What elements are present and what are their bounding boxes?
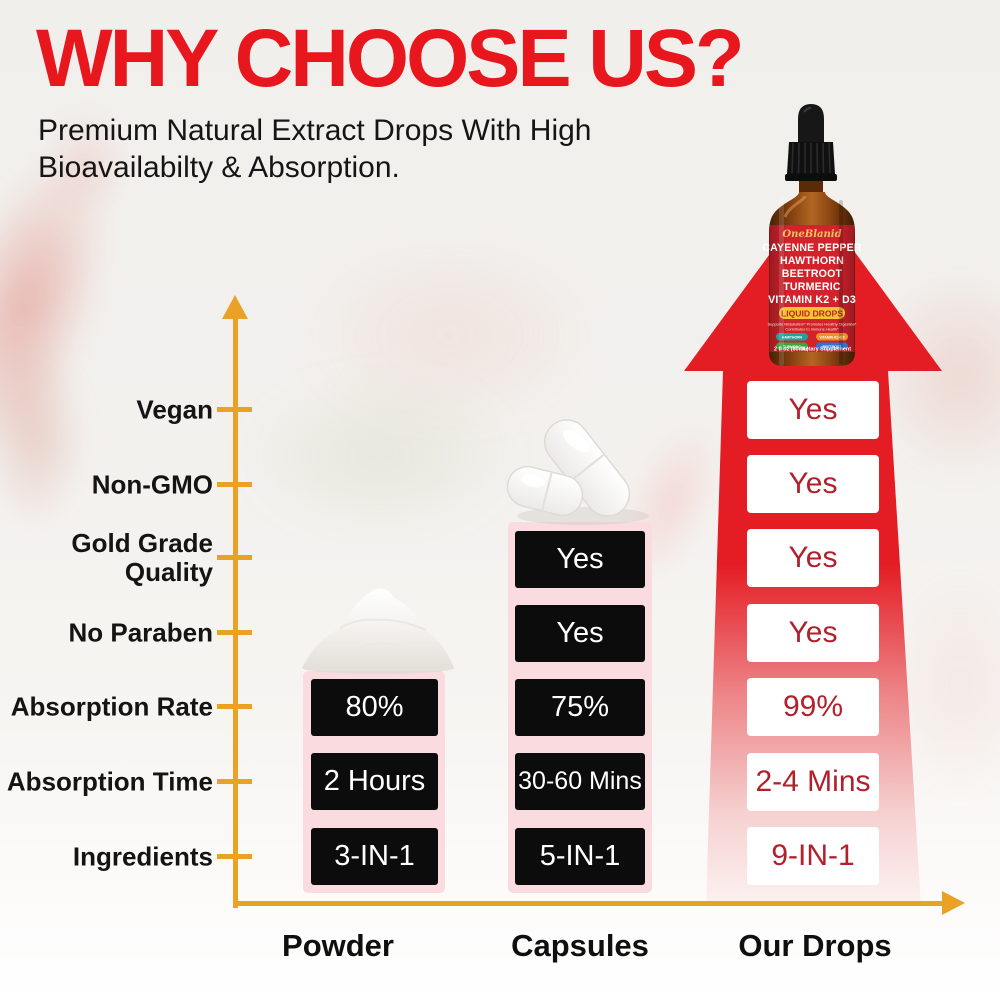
pepper-blur-shape: [0, 340, 85, 530]
axis-tick: [217, 704, 252, 709]
row-label-vegan: Vegan: [136, 394, 213, 425]
axis-tick: [217, 555, 252, 560]
page-title: WHY CHOOSE US?: [36, 13, 745, 104]
powder-ingredients-value: 3-IN-1: [311, 828, 438, 885]
drops-no-paraben-value: Yes: [747, 604, 879, 662]
axis-tick: [217, 630, 252, 635]
capsules-ingredients-value: 5-IN-1: [515, 828, 645, 885]
leaf-blur-shape: [240, 370, 520, 540]
capsules-no-paraben-value: Yes: [515, 605, 645, 662]
product-name-line: HAWTHORN: [780, 255, 844, 267]
drops-non-gmo-value: Yes: [747, 455, 879, 513]
powder-absorption-time-value: 2 Hours: [311, 753, 438, 810]
y-axis-line: [233, 314, 238, 908]
powder-absorption-rate-value: 80%: [311, 679, 438, 736]
pepper-blur-shape: [300, 240, 600, 430]
claims-text: Supports Metabolism* Promotes Healthy Di…: [768, 322, 857, 327]
capsules-image: [506, 419, 649, 525]
axis-tick: [217, 482, 252, 487]
x-axis-line: [233, 901, 945, 906]
product-name-line: CAYENNE PEPPER: [762, 242, 862, 254]
column-label-our-drops: Our Drops: [738, 928, 892, 963]
row-label-gold-grade-quality: Gold Grade Quality: [71, 528, 213, 587]
dropper-bulb: [798, 104, 824, 142]
product-name-line: BEETROOT: [782, 268, 843, 280]
row-label-ingredients: Ingredients: [72, 841, 213, 872]
drops-absorption-time-value: 2-4 Mins: [747, 753, 879, 811]
ingredient-badge: VITAMIN K2+D3: [819, 335, 844, 339]
axis-tick: [217, 854, 252, 859]
drops-ingredients-value: 9-IN-1: [747, 827, 879, 885]
capsules-absorption-rate-value: 75%: [515, 679, 645, 736]
drops-gold-grade-value: Yes: [747, 529, 879, 587]
brand-name: OneBlanid: [782, 229, 841, 240]
product-bottle-image: OneBlanid CAYENNE PEPPER HAWTHORN BEETRO…: [762, 104, 862, 366]
column-label-capsules: Capsules: [511, 928, 649, 963]
drops-vegan-value: Yes: [747, 381, 879, 439]
drops-absorption-rate-value: 99%: [747, 678, 879, 736]
row-label-no-paraben: No Paraben: [68, 617, 214, 648]
axis-tick: [217, 407, 252, 412]
y-axis-arrowhead-icon: [222, 295, 248, 319]
ingredient-badge: HAWTHORN: [782, 335, 803, 339]
product-name-line: TURMERIC: [783, 281, 841, 293]
capsules-absorption-time-value: 30-60 Mins: [515, 753, 645, 810]
product-name-line: VITAMIN K2 + D3: [768, 294, 856, 306]
column-label-powder: Powder: [282, 928, 394, 963]
capsules-gold-grade-value: Yes: [515, 531, 645, 588]
page-subtitle: Premium Natural Extract Drops With High …: [38, 114, 592, 184]
row-label-non-gmo: Non-GMO: [91, 469, 213, 500]
row-label-absorption-time: Absorption Time: [6, 766, 213, 797]
axis-tick: [217, 779, 252, 784]
liquid-drops-banner: LIQUID DROPS: [781, 309, 843, 319]
bottle-size-text: 2 fl oz (60mL): [774, 347, 809, 353]
x-axis-arrowhead-icon: [942, 891, 965, 915]
ingredient-badge: TURMERIC: [783, 345, 801, 349]
row-label-absorption-rate: Absorption Rate: [10, 691, 213, 722]
claims-text: Contributes to Immune Health*: [785, 327, 839, 332]
supplement-type-text: Dietary Supplement: [800, 347, 851, 353]
powder-pile-image: [302, 588, 454, 674]
ingredient-badge: BEETROOT: [823, 345, 843, 349]
